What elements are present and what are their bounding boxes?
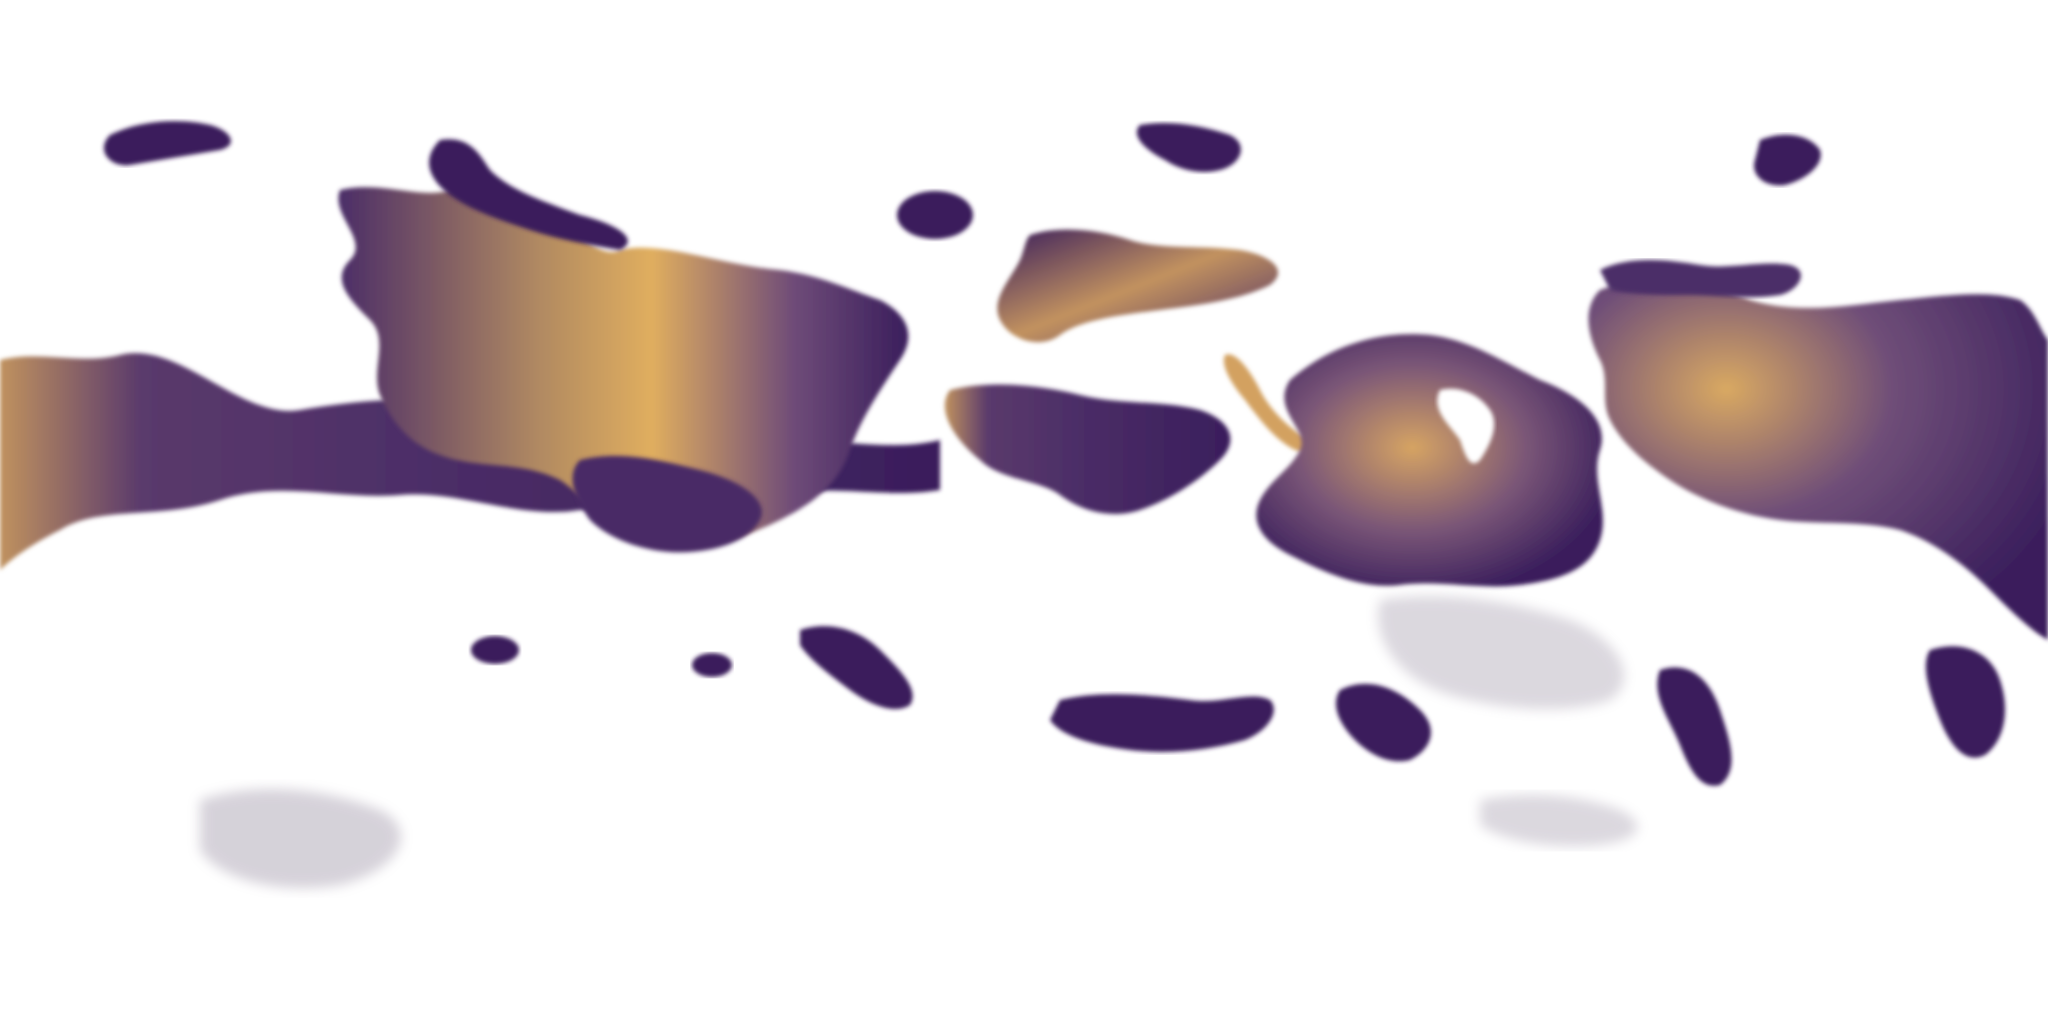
faint-region-south-pacific [200, 789, 401, 889]
field-region-indian-ocean [1256, 334, 1603, 587]
field-region-arctic-islands [1136, 123, 1241, 172]
field-region-south-atlantic-patch [800, 626, 913, 710]
field-region-southeast-pacific-patch [1925, 646, 2005, 758]
field-region-west-pacific [1588, 281, 2048, 640]
field-region-small-cell-south [692, 653, 732, 677]
clear-region-india [1437, 388, 1495, 464]
field-region-south-ocean-patch [1050, 694, 1274, 752]
field-region-east-asia [1600, 260, 1801, 298]
field-region-red-sea [1223, 354, 1315, 452]
field-region-north-america [338, 187, 909, 547]
field-region-cyclone-north [897, 191, 973, 239]
faint-region-south-indian [1378, 596, 1625, 710]
field-region-caribbean [572, 455, 762, 553]
faint-region-south-east [1480, 794, 1638, 847]
field-region-north-africa [944, 384, 1231, 515]
field-region-south-indian-patch [1335, 683, 1431, 762]
field-region-arctic-small [1754, 134, 1821, 186]
field-region-australia-patch [1657, 667, 1732, 786]
field-region-cyclone-south [471, 636, 519, 664]
field-region-greenland-arm [429, 139, 628, 250]
field-region-europe [997, 229, 1279, 343]
field-region-alaska [103, 121, 231, 166]
